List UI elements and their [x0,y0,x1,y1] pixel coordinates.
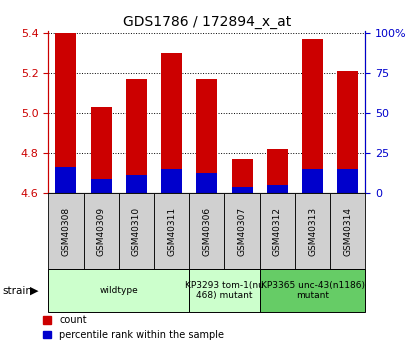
Text: ▶: ▶ [30,286,39,296]
Bar [196,173,218,193]
Bar [267,149,288,193]
Text: GSM40312: GSM40312 [273,207,282,256]
FancyBboxPatch shape [48,269,189,312]
Text: GSM40314: GSM40314 [343,207,352,256]
Bar [91,179,112,193]
FancyBboxPatch shape [295,193,330,269]
Bar [161,169,182,193]
FancyBboxPatch shape [84,193,119,269]
Title: GDS1786 / 172894_x_at: GDS1786 / 172894_x_at [123,14,291,29]
Legend: count, percentile rank within the sample: count, percentile rank within the sample [43,315,224,340]
FancyBboxPatch shape [119,193,154,269]
Text: GSM40308: GSM40308 [61,207,71,256]
Text: GSM40306: GSM40306 [202,207,211,256]
Bar [126,175,147,193]
Text: KP3293 tom-1(nu
468) mutant: KP3293 tom-1(nu 468) mutant [185,281,264,300]
Bar [55,33,76,193]
Bar [231,187,253,193]
Bar [337,169,358,193]
Bar [55,167,76,193]
FancyBboxPatch shape [260,269,365,312]
Bar [91,107,112,193]
Text: wildtype: wildtype [100,286,138,295]
Text: GSM40311: GSM40311 [167,207,176,256]
FancyBboxPatch shape [48,193,84,269]
Bar [161,53,182,193]
FancyBboxPatch shape [189,193,224,269]
Bar [337,71,358,193]
FancyBboxPatch shape [189,269,260,312]
FancyBboxPatch shape [260,193,295,269]
Text: GSM40309: GSM40309 [97,207,106,256]
Bar [126,79,147,193]
Bar [302,169,323,193]
Bar [231,159,253,193]
Text: GSM40310: GSM40310 [132,207,141,256]
FancyBboxPatch shape [154,193,189,269]
Bar [196,79,218,193]
Bar [267,185,288,193]
Text: GSM40307: GSM40307 [238,207,247,256]
FancyBboxPatch shape [330,193,365,269]
FancyBboxPatch shape [224,193,260,269]
Text: strain: strain [2,286,32,296]
Bar [302,39,323,193]
Text: GSM40313: GSM40313 [308,207,317,256]
Text: KP3365 unc-43(n1186)
mutant: KP3365 unc-43(n1186) mutant [260,281,365,300]
